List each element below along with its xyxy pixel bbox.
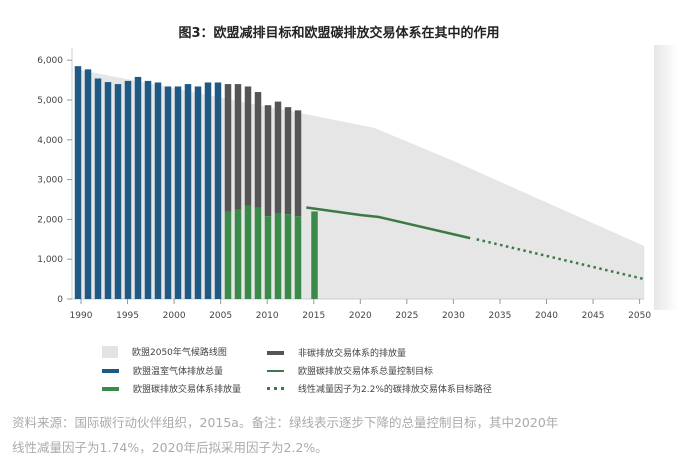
ets-path-dotted: [476, 238, 645, 281]
ets-cap-line: [306, 206, 471, 240]
bar-total-ghg: [94, 78, 102, 300]
bar-ets: [284, 214, 292, 299]
legend-item-roadmap: 欧盟2050年气候路线图: [102, 345, 227, 358]
legend-item-total: 欧盟温室气体排放总量: [102, 364, 223, 377]
x-tick-label: 2035: [488, 311, 511, 321]
chart-title: 图3：欧盟减排目标和欧盟碳排放交易体系在其中的作用: [178, 26, 500, 41]
y-tick-label: 4,000: [37, 136, 63, 146]
x-tick-label: 2005: [209, 311, 232, 321]
legend-item-path: 线性减量因子为2.2%的碳排放交易体系目标路径: [267, 382, 492, 395]
legend-label: 非碳排放交易体系的排放量: [298, 349, 407, 359]
x-tick-label: 2040: [535, 311, 558, 321]
bar-ets: [274, 213, 282, 299]
legend-item-ets: 欧盟碳排放交易体系排放量: [102, 382, 241, 395]
bar-ets: [254, 207, 262, 299]
legend-swatch-blue: [102, 368, 119, 373]
bar-total-ghg: [134, 76, 142, 299]
bar-non-ets: [234, 84, 242, 210]
legend-label: 欧盟2050年气候路线图: [132, 348, 227, 358]
y-tick-label: 1,000: [37, 255, 63, 265]
bar-non-ets: [264, 105, 272, 217]
y-tick-label: 6,000: [37, 56, 63, 66]
legend-swatch-green: [102, 386, 119, 391]
bar-total-ghg: [74, 66, 82, 299]
x-tick-label: 2045: [582, 311, 605, 321]
bar-total-ghg: [204, 82, 212, 299]
legend-swatch-gray: [267, 350, 284, 355]
legend-swatch-area: [102, 345, 118, 358]
chart: 0 1,000 2,000 3,000 4,000 5,000 6,000 1990 1995 2…: [37, 48, 651, 321]
x-tick-label: 2020: [349, 311, 372, 321]
y-tick-label: 5,000: [37, 96, 63, 106]
bar-total-ghg: [214, 82, 222, 299]
bar-total-ghg: [144, 80, 152, 299]
legend-label: 欧盟碳排放交易体系排放量: [133, 385, 242, 395]
y-tick-label: 2,000: [37, 215, 63, 225]
roadmap-area: [81, 70, 645, 300]
bar-non-ets: [274, 101, 282, 214]
bar-ets: [264, 216, 272, 299]
bar-ets: [224, 211, 232, 299]
legend-item-cap: 欧盟碳排放交易体系总量控制目标: [267, 364, 433, 377]
bar-non-ets: [284, 107, 292, 215]
legend-label: 欧盟碳排放交易体系总量控制目标: [298, 367, 434, 377]
bar-total-ghg: [114, 84, 122, 299]
legend-swatch-dots: [267, 386, 284, 393]
bar-total-ghg: [164, 86, 172, 299]
legend-swatch-line: [267, 369, 284, 372]
legend-label: 线性减量因子为2.2%的碳排放交易体系目标路径: [298, 385, 492, 395]
bar-total-ghg: [184, 84, 192, 299]
bar-total-ghg: [174, 86, 182, 299]
bar-ets: [311, 211, 318, 299]
bar-non-ets: [254, 92, 262, 208]
x-tick-label: 2010: [256, 311, 279, 321]
bar-ets: [294, 216, 302, 299]
bar-total-ghg: [124, 80, 132, 299]
bar-total-ghg: [154, 82, 162, 299]
bar-non-ets: [224, 84, 232, 212]
x-tick-label: 1995: [116, 311, 139, 321]
caption-line-2: 线性减量因子为1.74%，2020年后拟采用因子为2.2%。: [12, 440, 328, 455]
x-tick-label: 2030: [442, 311, 465, 321]
bar-ets: [244, 205, 252, 299]
legend-item-non-ets: 非碳排放交易体系的排放量: [267, 346, 406, 359]
x-tick-label: 2015: [302, 311, 325, 321]
legend-label: 欧盟温室气体排放总量: [133, 367, 224, 377]
y-tick-label: 3,000: [37, 176, 63, 186]
y-tick-label: 0: [57, 295, 63, 305]
x-tick-label: 2050: [628, 311, 651, 321]
edge-fade: [654, 45, 678, 310]
x-tick-label: 2000: [163, 311, 186, 321]
bar-non-ets: [294, 110, 302, 217]
x-tick-label: 2025: [395, 311, 418, 321]
bar-total-ghg: [104, 82, 112, 299]
x-tick-label: 1990: [70, 311, 93, 321]
bar-total-ghg: [84, 69, 92, 299]
bar-ets: [234, 209, 242, 299]
bar-total-ghg: [194, 86, 202, 299]
bar-non-ets: [244, 86, 252, 206]
caption-line-1: 资料来源：国际碳行动伙伴组织，2015a。备注：绿线表示逐步下降的总量控制目标，…: [12, 415, 559, 430]
